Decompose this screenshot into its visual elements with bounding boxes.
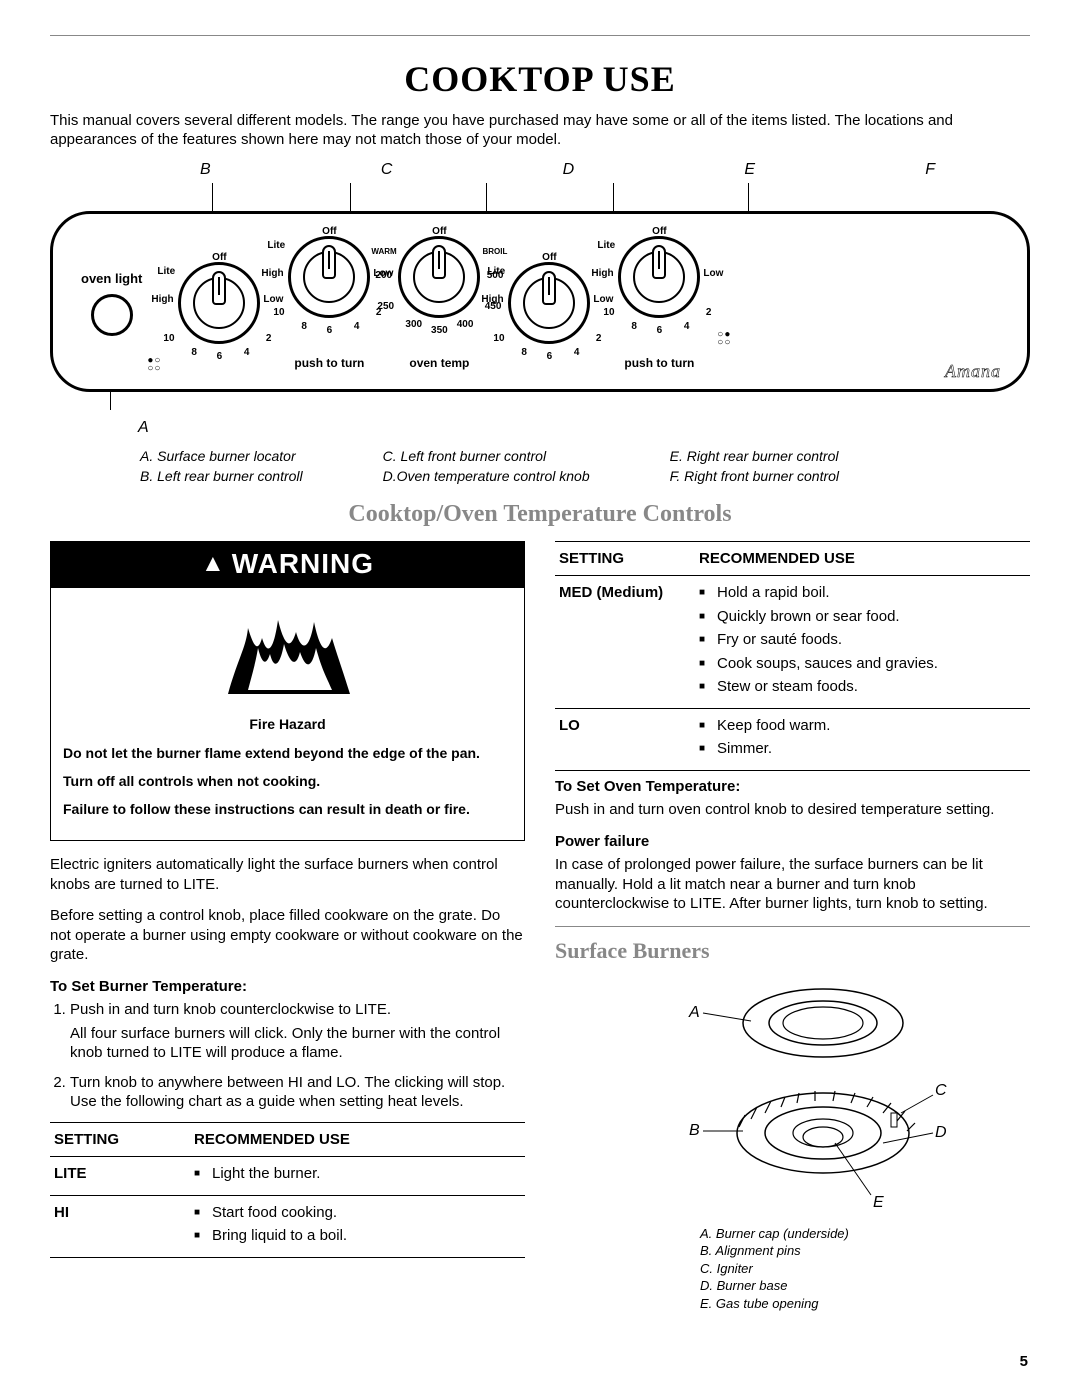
right-column: SETTING RECOMMENDED USE MED (Medium) Hol… [555,541,1030,1313]
knob-c: Off Lite Low High 2 4 6 8 10 push to tur… [288,236,370,372]
table-row: MED (Medium) Hold a rapid boil. Quickly … [555,576,1030,709]
page-title: COOKTOP USE [50,56,1030,103]
step-1: Push in and turn knob counterclockwise t… [70,1000,525,1063]
svg-text:C: C [935,1082,947,1099]
set-oven-text: Push in and turn oven control knob to de… [555,800,1030,820]
burner-legend: A. Burner cap (underside) B. Alignment p… [700,1225,1030,1313]
legend-b: B. Left rear burner controll [140,467,303,485]
rule-top [50,35,1030,36]
left-column: ▲WARNING Fire Hazard Do not let the burn… [50,541,525,1313]
warning-triangle-icon: ▲ [201,550,226,577]
col1-p2: Before setting a control knob, place fil… [50,906,525,965]
legend-e: E. Right rear burner control [670,447,839,465]
letter-f: F [925,160,935,181]
letter-c: C [381,160,393,181]
knob-b: Off Lite Low High 2 4 6 8 10 ●○○○ [178,262,260,344]
burner-locator-dots-right: ○●○○ [717,331,731,347]
knob-d-oven: Off WARM BROIL 200 500 250 450 300 400 3… [398,236,480,372]
panel-legend: A. Surface burner locator B. Left rear b… [140,447,1030,485]
warning-line-2: Turn off all controls when not cooking. [63,772,512,790]
burner-letter-a: A [688,1004,700,1021]
section-title-cooktop-controls: Cooktop/Oven Temperature Controls [50,499,1030,530]
knob-f: Off Lite Low High 2 4 6 8 10 ○●○○ push t… [618,236,700,372]
step-2: Turn knob to anywhere between HI and LO.… [70,1073,525,1112]
letter-d: D [563,160,575,181]
push-to-turn-label-2: push to turn [624,356,694,372]
knob-e: Off Lite Low High 2 4 6 8 10 [508,262,590,344]
fire-hazard-label: Fire Hazard [63,715,512,733]
warning-header: ▲WARNING [51,542,524,588]
oven-light-label: oven light [81,271,142,288]
legend-c: C. Left front burner control [383,447,590,465]
letter-a: A [138,418,1030,439]
settings-table-2: SETTING RECOMMENDED USE MED (Medium) Hol… [555,541,1030,771]
oven-temp-label: oven temp [409,356,469,372]
warning-box: ▲WARNING Fire Hazard Do not let the burn… [50,541,525,842]
set-burner-steps: Push in and turn knob counterclockwise t… [50,1000,525,1112]
table-row: LO Keep food warm. Simmer. [555,708,1030,770]
control-panel-figure: B C D E F oven light Off Lite Low High 2… [50,160,1030,439]
warning-line-3: Failure to follow these instructions can… [63,800,512,818]
section-title-surface-burners: Surface Burners [555,937,1030,966]
power-failure-text: In case of prolonged power failure, the … [555,855,1030,914]
table-row: HI Start food cooking. Bring liquid to a… [50,1195,525,1257]
flame-icon [218,608,358,696]
burner-locator-dots: ●○○○ [147,357,161,373]
legend-f: F. Right front burner control [670,467,839,485]
warning-line-1: Do not let the burner flame extend beyon… [63,744,512,762]
col1-p1: Electric igniters automatically light th… [50,855,525,894]
power-failure-heading: Power failure [555,832,1030,852]
table-row: LITE Light the burner. [50,1157,525,1196]
brand-logo: Amana [945,360,1001,383]
svg-text:B: B [689,1122,700,1139]
svg-text:E: E [873,1194,884,1211]
surface-burner-figure: A [555,973,1030,1219]
letter-e: E [744,160,755,181]
page-number: 5 [1020,1352,1028,1372]
set-burner-heading: To Set Burner Temperature: [50,977,525,997]
push-to-turn-label: push to turn [294,356,364,372]
oven-light-button [91,294,133,336]
letter-b: B [200,160,211,181]
rule-mid [555,926,1030,927]
set-oven-heading: To Set Oven Temperature: [555,777,1030,797]
legend-d: D.Oven temperature control knob [383,467,590,485]
svg-text:D: D [935,1124,947,1141]
intro-text: This manual covers several different mod… [50,111,1030,150]
legend-a: A. Surface burner locator [140,447,303,465]
settings-table-1: SETTING RECOMMENDED USE LITE Light the b… [50,1122,525,1258]
